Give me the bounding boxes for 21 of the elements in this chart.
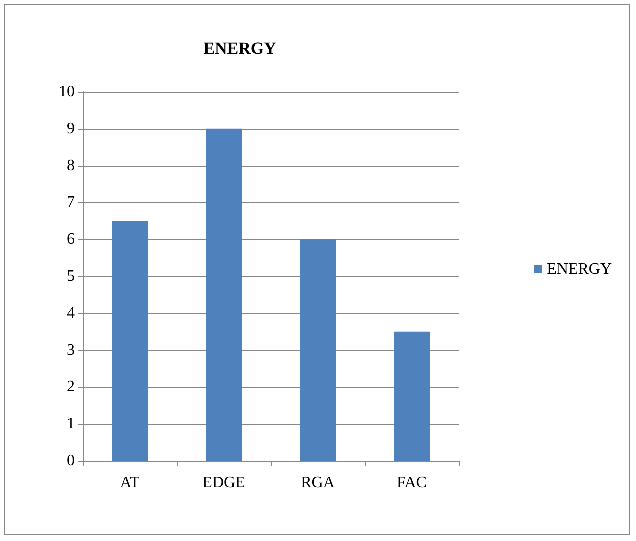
y-tick-label: 7 (67, 194, 75, 212)
y-tick-label: 2 (67, 378, 75, 396)
y-tick-label: 10 (59, 84, 75, 100)
bar (394, 332, 430, 461)
y-tick-label: 6 (67, 231, 75, 248)
y-tick-label: 5 (67, 268, 75, 285)
y-tick-label: 1 (67, 416, 75, 433)
legend-label: ENERGY (547, 261, 612, 278)
x-tick-label: FAC (397, 474, 427, 492)
bar (112, 221, 148, 461)
x-tick-label: EDGE (202, 474, 246, 492)
y-tick-label: 8 (67, 157, 75, 174)
y-tick-label: 4 (67, 304, 75, 322)
x-tick-label: RGA (301, 474, 336, 492)
x-tick-label: AT (120, 474, 140, 492)
chart-title: ENERGY (204, 39, 276, 58)
y-tick-label: 0 (67, 452, 75, 470)
bar (206, 128, 242, 461)
y-tick-label: 3 (67, 342, 75, 359)
bar (300, 240, 336, 461)
y-tick-label: 9 (67, 120, 75, 138)
